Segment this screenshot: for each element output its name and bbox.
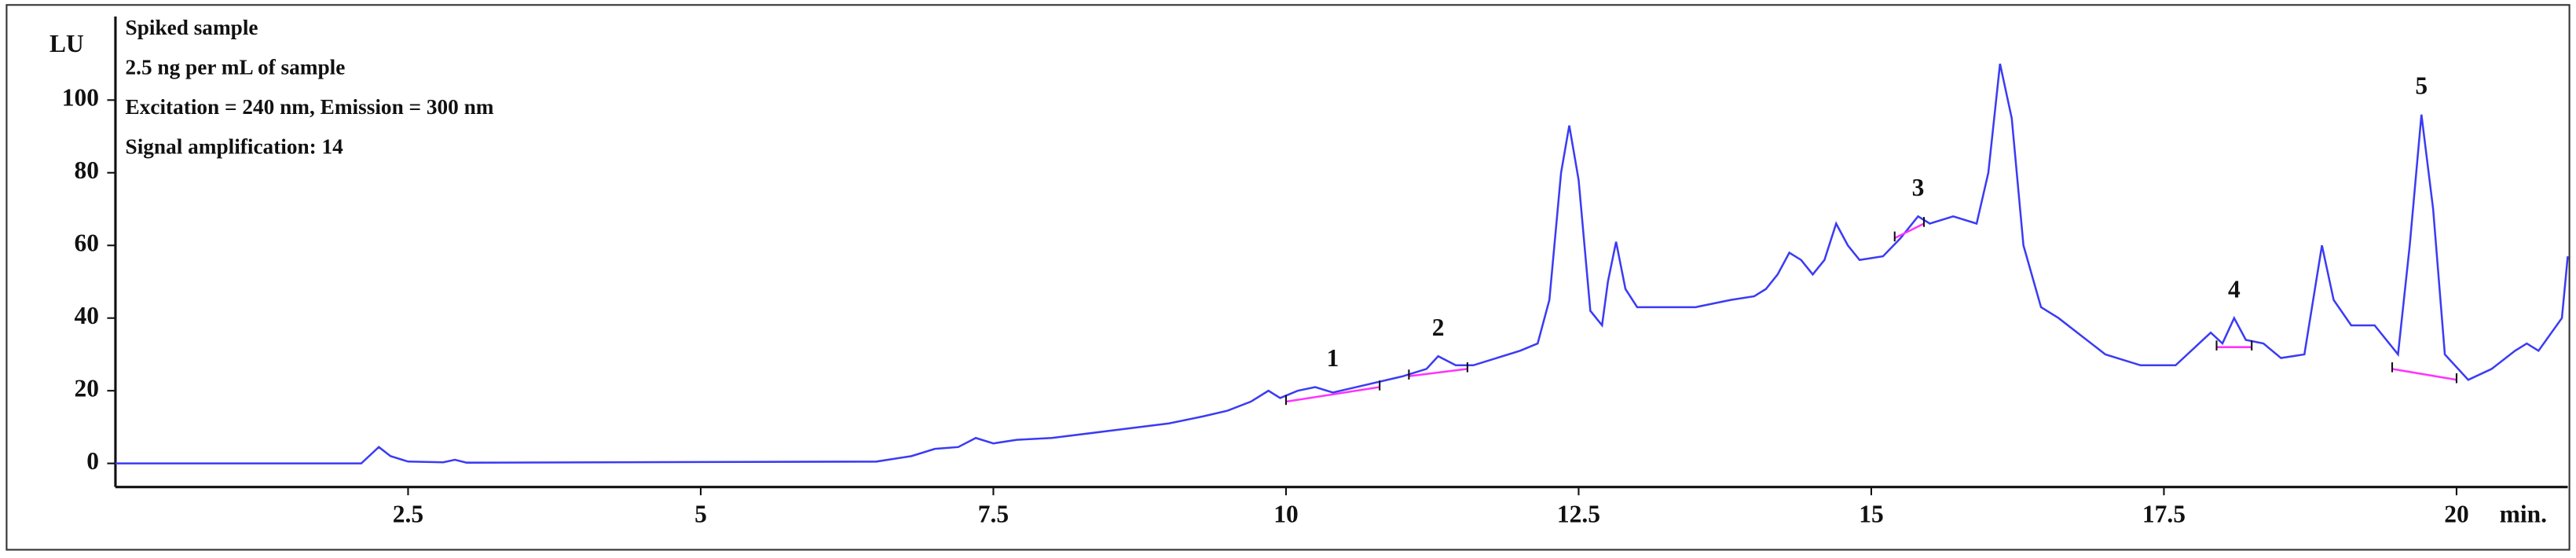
- annotation: Signal amplification: 14: [126, 134, 344, 158]
- peak-baseline: [1409, 368, 1468, 377]
- trace: [115, 63, 2569, 464]
- annotation: 2.5 ng per mL of sample: [126, 55, 346, 79]
- y-tick-label: 20: [74, 374, 98, 402]
- x-tick-label: 15: [1859, 501, 1883, 528]
- peak-baseline: [1894, 222, 1925, 240]
- x-tick-label: 5: [694, 501, 707, 528]
- peak-label: 4: [2228, 275, 2241, 303]
- y-tick-label: 80: [74, 156, 98, 184]
- y-tick-label: 60: [74, 229, 98, 256]
- annotation: Spiked sample: [126, 16, 258, 39]
- x-tick-label: 20: [2444, 501, 2468, 528]
- peak-label: 1: [1327, 344, 1339, 372]
- annotation: Excitation = 240 nm, Emission = 300 nm: [126, 95, 494, 119]
- x-tick-label: 12.5: [1557, 501, 1600, 528]
- peak-label: 5: [2415, 72, 2428, 99]
- peak-label: 2: [1432, 314, 1445, 341]
- peak-label: 3: [1912, 174, 1925, 201]
- x-tick-label: 17.5: [2142, 501, 2186, 528]
- x-tick-label: 7.5: [978, 501, 1009, 528]
- x-axis-label: min.: [2500, 501, 2547, 528]
- frame: [5, 4, 2571, 551]
- x-tick-label: 10: [1273, 501, 1298, 528]
- y-axis-label: LU: [49, 30, 84, 57]
- x-tick-label: 2.5: [393, 501, 423, 528]
- y-tick-label: 0: [86, 447, 99, 475]
- peak-baseline: [1285, 386, 1380, 403]
- y-tick-label: 40: [74, 302, 98, 329]
- y-tick-label: 100: [62, 84, 99, 112]
- peak-baseline: [2391, 368, 2457, 381]
